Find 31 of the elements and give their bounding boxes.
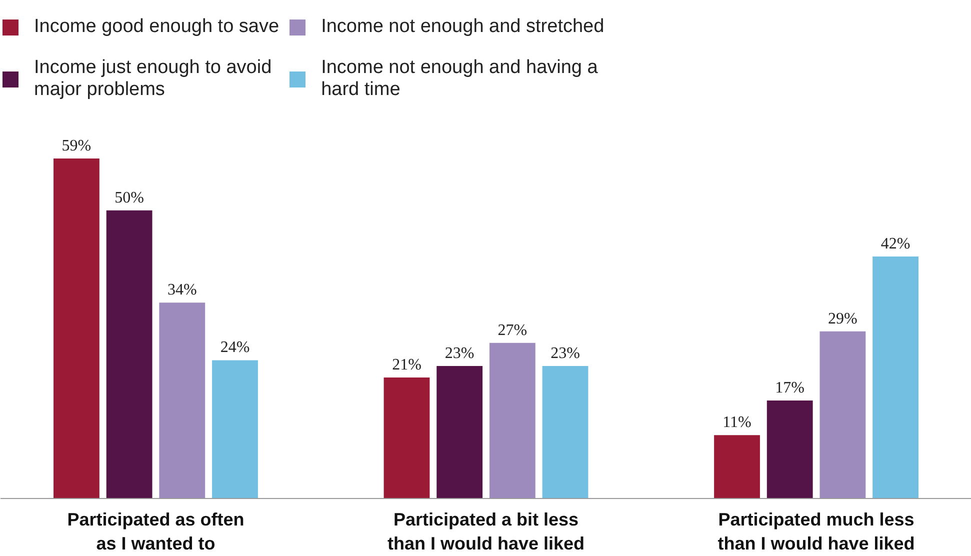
bar bbox=[489, 342, 536, 498]
legend-label: Income good enough to save bbox=[34, 15, 280, 39]
bar bbox=[212, 360, 258, 498]
bar bbox=[872, 256, 918, 498]
x-tick-label: Participated as often as I wanted to bbox=[67, 510, 244, 554]
data-label: 27% bbox=[498, 322, 528, 339]
bar bbox=[54, 158, 100, 498]
x-tick-label: Participated much less than I would have liked bbox=[718, 510, 915, 554]
data-label: 17% bbox=[775, 380, 805, 397]
data-label: 34% bbox=[167, 282, 197, 299]
data-label: 21% bbox=[392, 356, 422, 374]
bar bbox=[159, 302, 206, 498]
bar bbox=[106, 210, 152, 498]
data-label: 50% bbox=[114, 189, 144, 206]
data-label: 24% bbox=[220, 339, 250, 356]
data-label: 42% bbox=[880, 235, 910, 252]
x-tick-label: Participated a bit less than I would have liked bbox=[387, 510, 585, 554]
data-label: 59% bbox=[62, 138, 92, 154]
bar bbox=[714, 435, 760, 498]
data-label: 29% bbox=[828, 310, 858, 328]
legend-label: Income not enough and stretched bbox=[321, 15, 604, 39]
bar bbox=[820, 331, 866, 498]
data-label: 23% bbox=[550, 344, 580, 362]
legend-label: Income just enough to avoid major problems bbox=[34, 57, 272, 101]
legend-label: Income not enough and having a hard time bbox=[321, 57, 598, 101]
data-label: 11% bbox=[722, 414, 752, 432]
bar bbox=[384, 377, 430, 498]
bar bbox=[766, 400, 813, 498]
data-label: 23% bbox=[444, 344, 474, 362]
bar bbox=[542, 366, 588, 498]
bar bbox=[436, 366, 483, 498]
